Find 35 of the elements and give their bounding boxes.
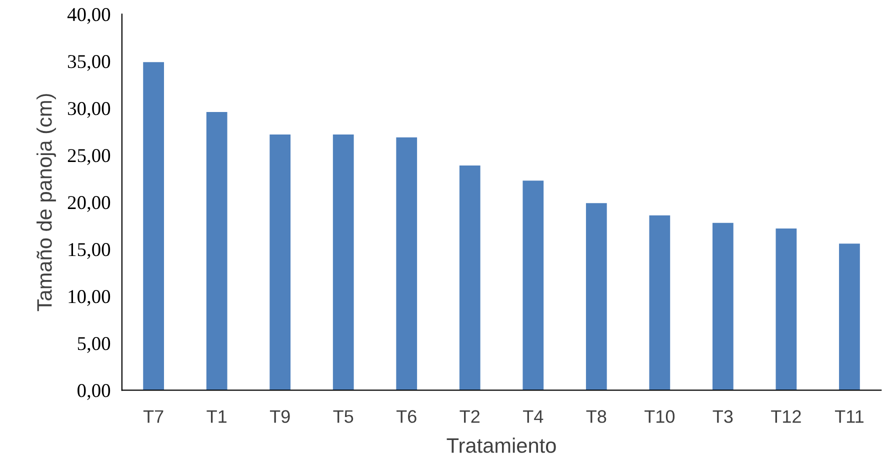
x-tick-label: T10 [644, 410, 675, 423]
x-tick-label: T6 [396, 410, 416, 423]
y-tick-label: 30,00 [68, 102, 110, 118]
x-tick-label: T11 [834, 410, 864, 423]
x-tick-label: T5 [333, 410, 354, 423]
bar [332, 134, 354, 390]
bar [586, 203, 607, 390]
x-tick-label: T3 [712, 410, 733, 423]
bar [522, 180, 544, 390]
x-tick-label: T8 [586, 410, 606, 423]
bar [206, 112, 228, 390]
y-tick-label: 5,00 [78, 337, 110, 353]
y-tick-label: 25,00 [68, 149, 110, 165]
y-tick-label: 15,00 [68, 243, 110, 259]
bar [712, 222, 734, 390]
y-tick-label: 40,00 [67, 8, 110, 24]
bar [270, 134, 291, 390]
y-tick-label: 35,00 [68, 55, 110, 71]
bar [839, 244, 860, 390]
x-tick-label: T1 [206, 410, 226, 423]
y-tick-label: 0,00 [78, 384, 110, 400]
x-tick-label: T12 [771, 410, 801, 423]
x-axis-title: Tratamiento [446, 438, 556, 453]
x-tick-label: T7 [143, 410, 164, 423]
x-tick-label: T4 [523, 410, 544, 423]
bar [459, 166, 480, 390]
bar [776, 228, 797, 390]
bar [396, 137, 418, 390]
y-tick-label: 20,00 [68, 196, 110, 212]
x-tick-label: T9 [270, 410, 290, 423]
y-tick-label: 10,00 [68, 290, 110, 306]
y-axis-title: Tamaño de panoja (cm) [36, 94, 56, 312]
bar [649, 215, 670, 390]
x-tick-label: T2 [460, 410, 480, 423]
bar [143, 62, 164, 390]
